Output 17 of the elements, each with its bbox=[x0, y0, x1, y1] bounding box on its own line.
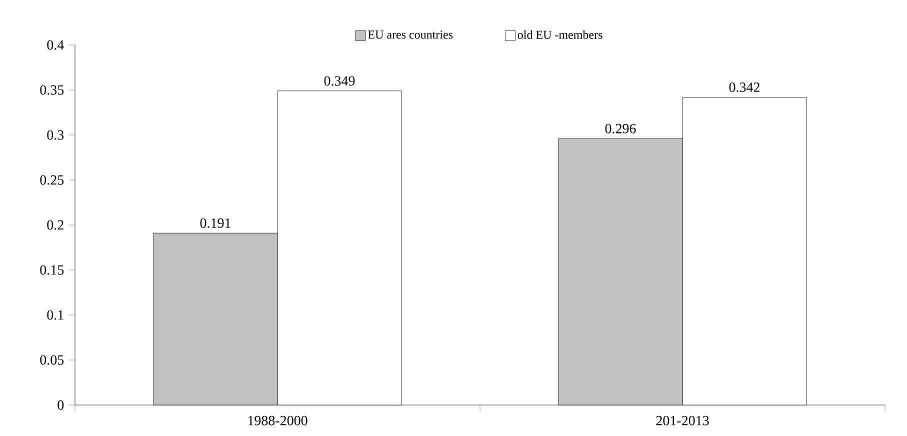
y-tick-label: 0.05 bbox=[40, 355, 64, 365]
data-label: 0.191 bbox=[200, 218, 230, 228]
y-tick-label: 0.1 bbox=[47, 310, 64, 320]
y-tick-label: 0.15 bbox=[40, 265, 64, 275]
legend-label: EU ares countries bbox=[368, 30, 453, 39]
data-label: 0.342 bbox=[729, 82, 760, 92]
x-tick-label: 1988-2000 bbox=[248, 416, 308, 426]
data-label: 0.296 bbox=[605, 124, 636, 134]
y-tick-label: 0.35 bbox=[40, 85, 64, 95]
y-tick-label: 0.25 bbox=[40, 175, 64, 185]
y-tick-label: 0.3 bbox=[47, 130, 64, 140]
y-tick-label: 0.4 bbox=[47, 40, 64, 50]
data-label: 0.349 bbox=[324, 76, 355, 86]
y-tick-label: 0.2 bbox=[47, 220, 64, 230]
y-tick-label: 0 bbox=[58, 400, 64, 410]
x-tick-label: 201-2013 bbox=[656, 416, 709, 426]
legend-label: old EU -members bbox=[518, 30, 602, 39]
